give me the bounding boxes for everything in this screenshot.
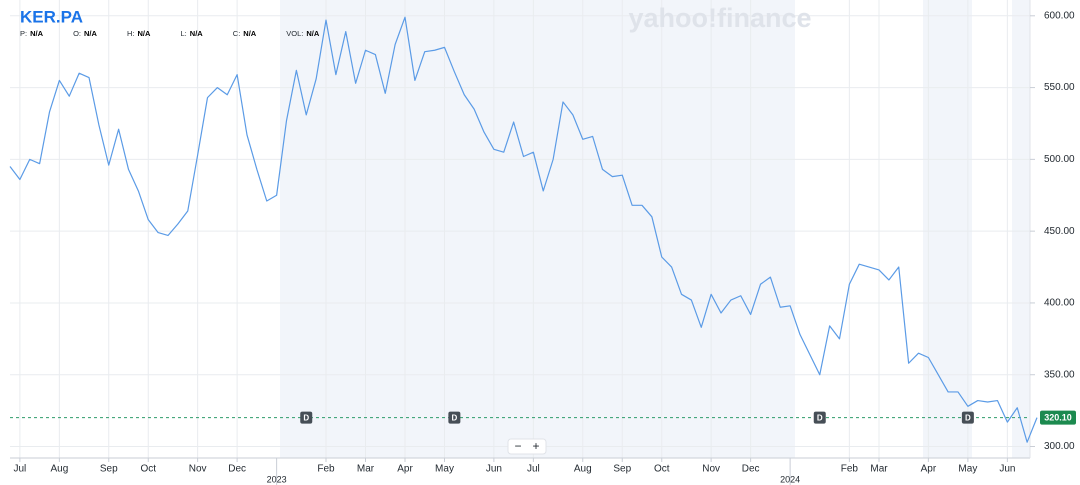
dividend-marker bbox=[961, 411, 974, 424]
ohlc-label: L: bbox=[181, 29, 187, 38]
dividend-marker bbox=[448, 411, 461, 424]
price-line bbox=[9, 16, 1038, 443]
dividend-label: D bbox=[303, 413, 309, 422]
y-tick-label: 600.00 bbox=[1044, 10, 1075, 21]
x-tick-label: Apr bbox=[921, 464, 937, 475]
x-tick-label: Jun bbox=[999, 464, 1015, 475]
x-tick-label: Nov bbox=[702, 464, 720, 475]
x-tick-label: Sep bbox=[613, 464, 631, 475]
year-label: 2023 bbox=[267, 474, 287, 484]
ohlc-label: P: bbox=[20, 29, 27, 38]
last-price-badge bbox=[1040, 410, 1076, 425]
ohlc-value: N/A bbox=[190, 29, 204, 38]
x-tick-label: Sep bbox=[100, 464, 118, 475]
dividend-label: D bbox=[965, 413, 971, 422]
x-tick-label: May bbox=[958, 464, 977, 475]
x-tick-label: Jul bbox=[527, 464, 540, 475]
x-tick-label: Feb bbox=[317, 464, 335, 475]
dividend-marker bbox=[813, 411, 826, 424]
y-tick-label: 550.00 bbox=[1044, 82, 1075, 93]
ohlc-value: N/A bbox=[243, 29, 257, 38]
x-tick-label: Oct bbox=[654, 464, 670, 475]
y-tick-label: 450.00 bbox=[1044, 226, 1075, 237]
x-tick-label: Mar bbox=[870, 464, 888, 475]
period-shade bbox=[280, 0, 795, 458]
x-tick-label: May bbox=[435, 464, 454, 475]
ohlc-value: N/A bbox=[84, 29, 98, 38]
x-tick-label: Feb bbox=[841, 464, 859, 475]
zoom-panel bbox=[507, 438, 547, 455]
x-tick-label: Mar bbox=[357, 464, 375, 475]
x-tick-label: Aug bbox=[50, 464, 68, 475]
last-price-label: 320.10 bbox=[1044, 413, 1072, 423]
x-tick-label: Nov bbox=[189, 464, 207, 475]
zoom-button[interactable]: + bbox=[532, 439, 539, 453]
ohlc-label: O: bbox=[73, 29, 81, 38]
year-label: 2024 bbox=[780, 474, 800, 484]
zoom-button[interactable]: − bbox=[514, 439, 521, 453]
period-shade bbox=[923, 0, 972, 458]
x-tick-label: Jul bbox=[13, 464, 26, 475]
ohlc-label: H: bbox=[127, 29, 135, 38]
x-tick-label: Dec bbox=[742, 464, 760, 475]
ohlc-label: VOL: bbox=[286, 29, 303, 38]
grid bbox=[10, 0, 1030, 458]
chart-title: KER.PA bbox=[20, 7, 83, 26]
ohlc-value: N/A bbox=[138, 29, 152, 38]
x-tick-label: Apr bbox=[397, 464, 413, 475]
ohlc-label: C: bbox=[233, 29, 241, 38]
watermark: yahoo!finance bbox=[628, 3, 811, 33]
dividend-label: D bbox=[817, 413, 823, 422]
y-tick-label: 350.00 bbox=[1044, 369, 1075, 380]
x-tick-label: Dec bbox=[228, 464, 246, 475]
period-shade bbox=[1012, 0, 1030, 458]
y-tick-label: 300.00 bbox=[1044, 441, 1075, 452]
x-tick-label: Jun bbox=[486, 464, 502, 475]
dividend-label: D bbox=[451, 413, 457, 422]
x-tick-label: Oct bbox=[140, 464, 156, 475]
y-tick-label: 500.00 bbox=[1044, 154, 1075, 165]
x-tick-label: Aug bbox=[574, 464, 592, 475]
ohlc-value: N/A bbox=[30, 29, 44, 38]
dividend-marker bbox=[300, 411, 313, 424]
ohlc-value: N/A bbox=[306, 29, 320, 38]
y-tick-label: 400.00 bbox=[1044, 298, 1075, 309]
